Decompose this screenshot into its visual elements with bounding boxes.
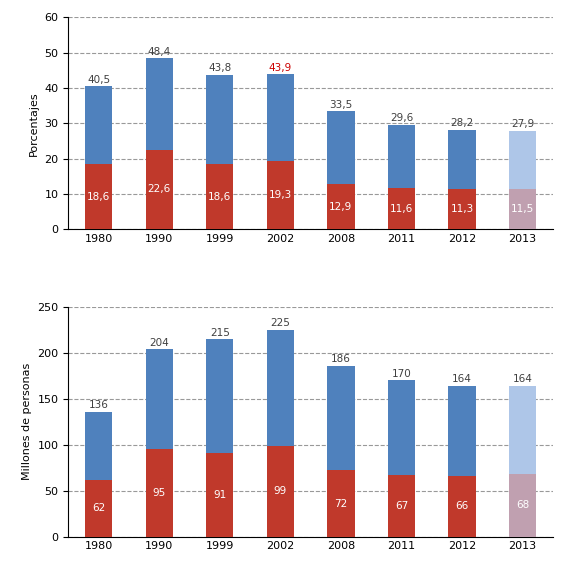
Text: 19,3: 19,3 (268, 190, 292, 200)
Bar (509, 386, 536, 474)
Bar (509, 474, 536, 537)
Bar (327, 470, 355, 537)
Text: 11,5: 11,5 (511, 204, 534, 214)
Text: 91: 91 (213, 490, 226, 500)
Text: 33,5: 33,5 (329, 100, 353, 110)
Text: 186: 186 (331, 354, 351, 364)
Text: 43,9: 43,9 (268, 63, 292, 73)
Y-axis label: Porcentajes: Porcentajes (29, 91, 39, 156)
Text: 18,6: 18,6 (208, 192, 231, 201)
Bar (145, 58, 173, 149)
Bar (509, 131, 536, 189)
Bar (388, 380, 415, 475)
Text: 136: 136 (89, 400, 109, 410)
Text: 66: 66 (455, 501, 469, 511)
Text: 170: 170 (392, 369, 412, 379)
Bar (449, 386, 476, 476)
Text: 225: 225 (270, 319, 290, 328)
Text: 43,8: 43,8 (208, 63, 231, 73)
Text: 28,2: 28,2 (450, 118, 474, 128)
Text: 67: 67 (395, 501, 408, 511)
Bar (145, 449, 173, 537)
Bar (85, 164, 112, 230)
Text: 99: 99 (274, 486, 287, 496)
Text: 27,9: 27,9 (511, 119, 534, 129)
Text: 164: 164 (512, 374, 532, 384)
Bar (267, 445, 294, 537)
Bar (388, 125, 415, 189)
Bar (388, 189, 415, 230)
Bar (388, 475, 415, 537)
Text: 204: 204 (149, 338, 169, 348)
Bar (85, 479, 112, 537)
Bar (267, 161, 294, 230)
Text: 62: 62 (92, 503, 105, 513)
Text: 68: 68 (516, 500, 529, 510)
Bar (449, 476, 476, 537)
Bar (85, 411, 112, 479)
Text: 48,4: 48,4 (148, 47, 171, 57)
Text: 215: 215 (210, 328, 230, 338)
Bar (145, 149, 173, 230)
Bar (85, 86, 112, 164)
Text: 12,9: 12,9 (329, 201, 353, 212)
Text: 95: 95 (153, 488, 166, 498)
Text: 11,6: 11,6 (390, 204, 413, 214)
Bar (206, 164, 234, 230)
Bar (327, 111, 355, 184)
Text: 29,6: 29,6 (390, 113, 413, 123)
Bar (449, 130, 476, 189)
Text: 11,3: 11,3 (450, 204, 474, 215)
Bar (509, 189, 536, 230)
Bar (327, 184, 355, 230)
Bar (206, 453, 234, 537)
Bar (267, 74, 294, 161)
Text: 18,6: 18,6 (87, 192, 111, 201)
Text: 40,5: 40,5 (87, 75, 110, 85)
Bar (267, 330, 294, 445)
Bar (327, 366, 355, 470)
Bar (206, 339, 234, 453)
Text: 72: 72 (335, 499, 348, 508)
Bar (449, 189, 476, 230)
Bar (206, 74, 234, 164)
Y-axis label: Millones de personas: Millones de personas (22, 363, 32, 480)
Text: 22,6: 22,6 (148, 185, 171, 194)
Bar (145, 349, 173, 449)
Text: 164: 164 (452, 374, 472, 384)
